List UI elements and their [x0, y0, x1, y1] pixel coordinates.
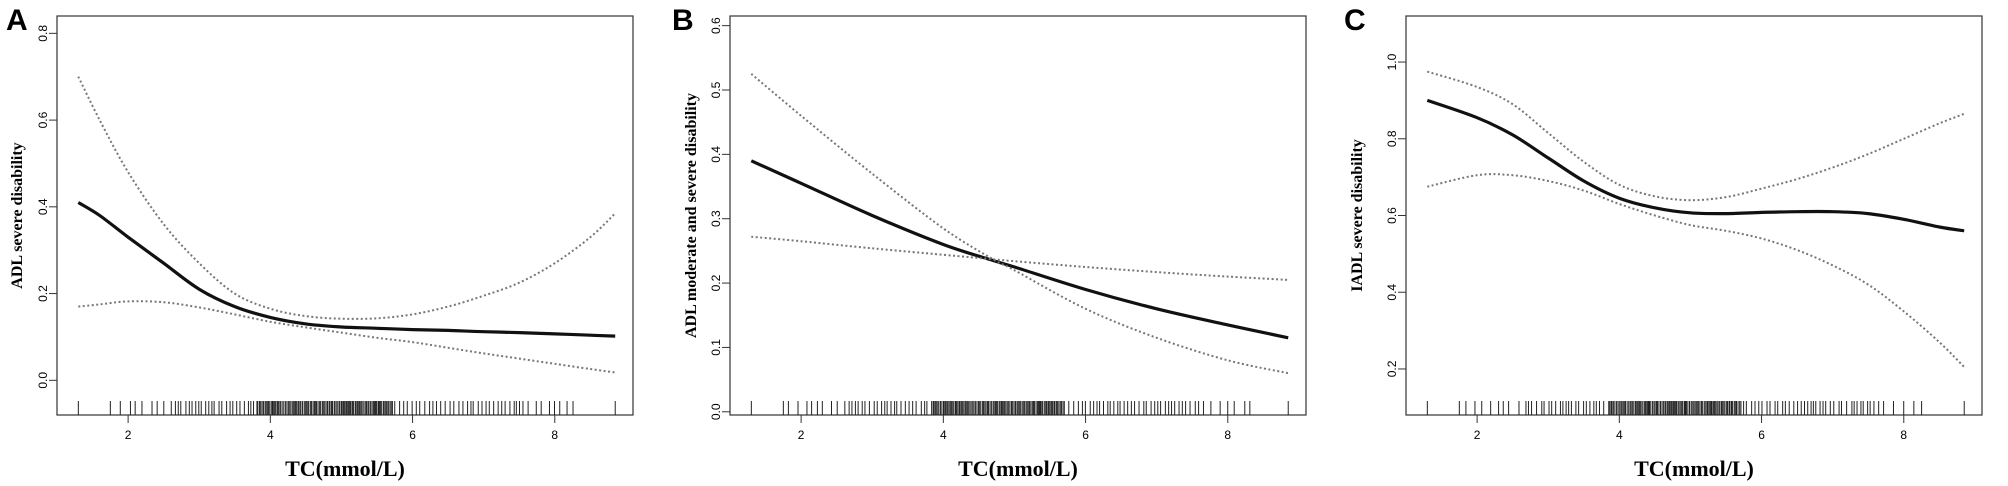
x-tick-label: 8 [1224, 428, 1231, 442]
estimate-curve [1426, 98, 1965, 233]
confidence-band-curve [1427, 70, 1965, 202]
y-tick-label: 0.2 [36, 285, 50, 302]
panel-b: B 2 4 6 8 0.0 0.1 0.2 0.3 0.4 0.5 0.6 TC(mmol/L) ADL… [670, 0, 1340, 486]
y-tick-label: 0.4 [1385, 284, 1399, 301]
x-tick-label: 2 [1474, 428, 1481, 442]
x-tick-label: 6 [1758, 428, 1765, 442]
x-tick-label: 4 [267, 428, 274, 442]
y-tick-label: 0.6 [1385, 207, 1399, 224]
y-tick-label: 0.2 [1385, 360, 1399, 377]
y-tick-label: 0.2 [709, 274, 723, 291]
x-axis-label: TC(mmol/L) [285, 456, 405, 481]
panel-c: C 2 4 6 8 0.2 0.4 0.6 0.8 1.0 TC(mmol/L) IADL seve… [1340, 0, 2008, 486]
confidence-band-curve [77, 76, 616, 320]
y-tick-label: 0.6 [709, 17, 723, 34]
y-tick-label: 0.3 [709, 210, 723, 227]
rug-marks [77, 401, 616, 415]
y-tick-label: 0.1 [709, 339, 723, 356]
y-tick-label: 0.0 [36, 372, 50, 389]
estimate-curve [77, 201, 616, 338]
plot-frame [729, 15, 1307, 416]
panel-letter-a: A [6, 4, 28, 37]
estimate-curve [750, 159, 1289, 340]
y-tick-label: 0.4 [709, 146, 723, 163]
x-axis-label: TC(mmol/L) [958, 456, 1078, 481]
rug-marks [1426, 401, 1965, 415]
panel-a: A 2 4 6 8 0.0 0.2 0.4 0.6 0.8 TC(mmol/L) ADL sever… [0, 0, 670, 486]
x-tick-label: 6 [409, 428, 416, 442]
y-axis-label: ADL moderate and severe disability [683, 93, 700, 338]
y-tick-label: 0.8 [1385, 130, 1399, 147]
confidence-band-curve [751, 235, 1289, 281]
panel-letter-c: C [1344, 4, 1366, 37]
confidence-band-curve [78, 300, 616, 374]
confidence-band-curve [1427, 173, 1965, 368]
x-tick-label: 4 [940, 428, 947, 442]
y-tick-label: 0.0 [709, 403, 723, 420]
y-tick-label: 1.0 [1385, 53, 1399, 70]
plot-frame [56, 15, 634, 416]
x-tick-label: 2 [798, 428, 805, 442]
x-axis-label: TC(mmol/L) [1634, 456, 1754, 481]
x-tick-label: 2 [125, 428, 132, 442]
panel-letter-b: B [672, 4, 694, 37]
y-tick-label: 0.8 [36, 25, 50, 42]
y-axis-label: IADL severe disability [1349, 139, 1366, 292]
y-tick-label: 0.6 [36, 111, 50, 128]
y-tick-label: 0.4 [36, 198, 50, 215]
x-tick-label: 4 [1616, 428, 1623, 442]
y-tick-label: 0.5 [709, 81, 723, 98]
confidence-band-curve [750, 73, 1289, 375]
x-tick-label: 8 [551, 428, 558, 442]
y-axis-label: ADL severe disability [9, 142, 26, 288]
x-tick-label: 6 [1082, 428, 1089, 442]
plot-frame [1405, 15, 1983, 416]
x-tick-label: 8 [1900, 428, 1907, 442]
chart-b: 2 4 6 8 0.0 0.1 0.2 0.3 0.4 0.5 0.6 TC(mmol/L) ADL m… [683, 15, 1307, 481]
chart-a: 2 4 6 8 0.0 0.2 0.4 0.6 0.8 TC(mmol/L) ADL severe … [9, 15, 634, 481]
rug-marks [750, 401, 1289, 415]
chart-c: 2 4 6 8 0.2 0.4 0.6 0.8 1.0 TC(mmol/L) IADL severe… [1349, 15, 1983, 481]
